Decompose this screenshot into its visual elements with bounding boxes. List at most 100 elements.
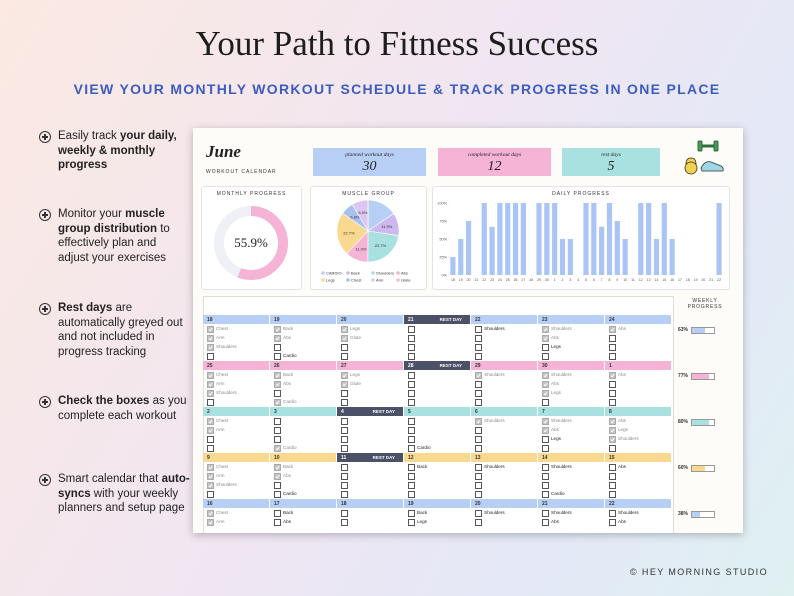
checkbox[interactable]	[542, 482, 549, 489]
checkbox[interactable]	[408, 344, 415, 351]
checkbox[interactable]	[609, 353, 616, 360]
checkbox[interactable]	[542, 491, 549, 498]
checkbox[interactable]	[207, 491, 214, 498]
checkbox-checked[interactable]	[609, 436, 616, 443]
checkbox[interactable]	[609, 464, 616, 471]
checkbox[interactable]	[274, 390, 281, 397]
checkbox[interactable]	[408, 445, 415, 452]
checkbox[interactable]	[609, 399, 616, 406]
checkbox[interactable]	[475, 464, 482, 471]
checkbox[interactable]	[341, 510, 348, 517]
checkbox[interactable]	[408, 427, 415, 434]
checkbox[interactable]	[609, 381, 616, 388]
checkbox-checked[interactable]	[207, 372, 214, 379]
checkbox[interactable]	[408, 510, 415, 517]
checkbox[interactable]	[274, 353, 281, 360]
checkbox-checked[interactable]	[207, 482, 214, 489]
checkbox-checked[interactable]	[609, 372, 616, 379]
checkbox[interactable]	[408, 491, 415, 498]
checkbox-checked[interactable]	[475, 372, 482, 379]
checkbox-checked[interactable]	[274, 326, 281, 333]
checkbox[interactable]	[207, 399, 214, 406]
checkbox-checked[interactable]	[274, 399, 281, 406]
checkbox[interactable]	[207, 436, 214, 443]
checkbox[interactable]	[609, 491, 616, 498]
checkbox[interactable]	[408, 399, 415, 406]
checkbox[interactable]	[274, 427, 281, 434]
checkbox-checked[interactable]	[542, 390, 549, 397]
checkbox-checked[interactable]	[207, 510, 214, 517]
checkbox[interactable]	[341, 482, 348, 489]
checkbox[interactable]	[408, 335, 415, 342]
checkbox[interactable]	[609, 482, 616, 489]
checkbox[interactable]	[341, 491, 348, 498]
checkbox[interactable]	[475, 344, 482, 351]
checkbox[interactable]	[408, 482, 415, 489]
checkbox[interactable]	[341, 436, 348, 443]
checkbox-checked[interactable]	[542, 418, 549, 425]
checkbox[interactable]	[341, 390, 348, 397]
checkbox-checked[interactable]	[207, 473, 214, 480]
checkbox[interactable]	[475, 491, 482, 498]
checkbox-checked[interactable]	[207, 326, 214, 333]
checkbox[interactable]	[408, 353, 415, 360]
checkbox[interactable]	[475, 510, 482, 517]
checkbox-checked[interactable]	[207, 427, 214, 434]
checkbox[interactable]	[609, 473, 616, 480]
checkbox-checked[interactable]	[609, 326, 616, 333]
checkbox[interactable]	[609, 519, 616, 526]
checkbox[interactable]	[542, 519, 549, 526]
checkbox[interactable]	[274, 344, 281, 351]
checkbox-checked[interactable]	[341, 372, 348, 379]
checkbox[interactable]	[475, 390, 482, 397]
checkbox[interactable]	[542, 353, 549, 360]
checkbox-checked[interactable]	[341, 335, 348, 342]
checkbox[interactable]	[207, 353, 214, 360]
checkbox[interactable]	[542, 399, 549, 406]
checkbox[interactable]	[542, 436, 549, 443]
checkbox[interactable]	[274, 436, 281, 443]
checkbox[interactable]	[408, 326, 415, 333]
checkbox[interactable]	[341, 418, 348, 425]
checkbox-checked[interactable]	[207, 519, 214, 526]
checkbox[interactable]	[408, 464, 415, 471]
checkbox[interactable]	[408, 372, 415, 379]
checkbox-checked[interactable]	[274, 372, 281, 379]
checkbox[interactable]	[341, 464, 348, 471]
checkbox-checked[interactable]	[207, 381, 214, 388]
checkbox[interactable]	[341, 473, 348, 480]
checkbox[interactable]	[609, 445, 616, 452]
checkbox-checked[interactable]	[274, 335, 281, 342]
checkbox-checked[interactable]	[542, 372, 549, 379]
checkbox-checked[interactable]	[274, 381, 281, 388]
checkbox-checked[interactable]	[475, 418, 482, 425]
checkbox-checked[interactable]	[542, 335, 549, 342]
checkbox[interactable]	[274, 519, 281, 526]
checkbox[interactable]	[475, 473, 482, 480]
checkbox[interactable]	[408, 519, 415, 526]
checkbox[interactable]	[408, 436, 415, 443]
checkbox[interactable]	[542, 445, 549, 452]
checkbox[interactable]	[408, 381, 415, 388]
checkbox-checked[interactable]	[207, 335, 214, 342]
checkbox-checked[interactable]	[274, 464, 281, 471]
checkbox[interactable]	[542, 473, 549, 480]
checkbox[interactable]	[341, 353, 348, 360]
checkbox[interactable]	[475, 436, 482, 443]
checkbox[interactable]	[475, 326, 482, 333]
checkbox-checked[interactable]	[207, 418, 214, 425]
checkbox[interactable]	[341, 519, 348, 526]
checkbox-checked[interactable]	[341, 381, 348, 388]
checkbox-checked[interactable]	[274, 473, 281, 480]
checkbox[interactable]	[475, 353, 482, 360]
checkbox[interactable]	[542, 510, 549, 517]
checkbox-checked[interactable]	[341, 326, 348, 333]
checkbox[interactable]	[542, 344, 549, 351]
checkbox-checked[interactable]	[274, 445, 281, 452]
checkbox[interactable]	[408, 418, 415, 425]
checkbox[interactable]	[475, 335, 482, 342]
checkbox[interactable]	[609, 390, 616, 397]
checkbox[interactable]	[274, 482, 281, 489]
checkbox-checked[interactable]	[207, 344, 214, 351]
checkbox[interactable]	[475, 445, 482, 452]
